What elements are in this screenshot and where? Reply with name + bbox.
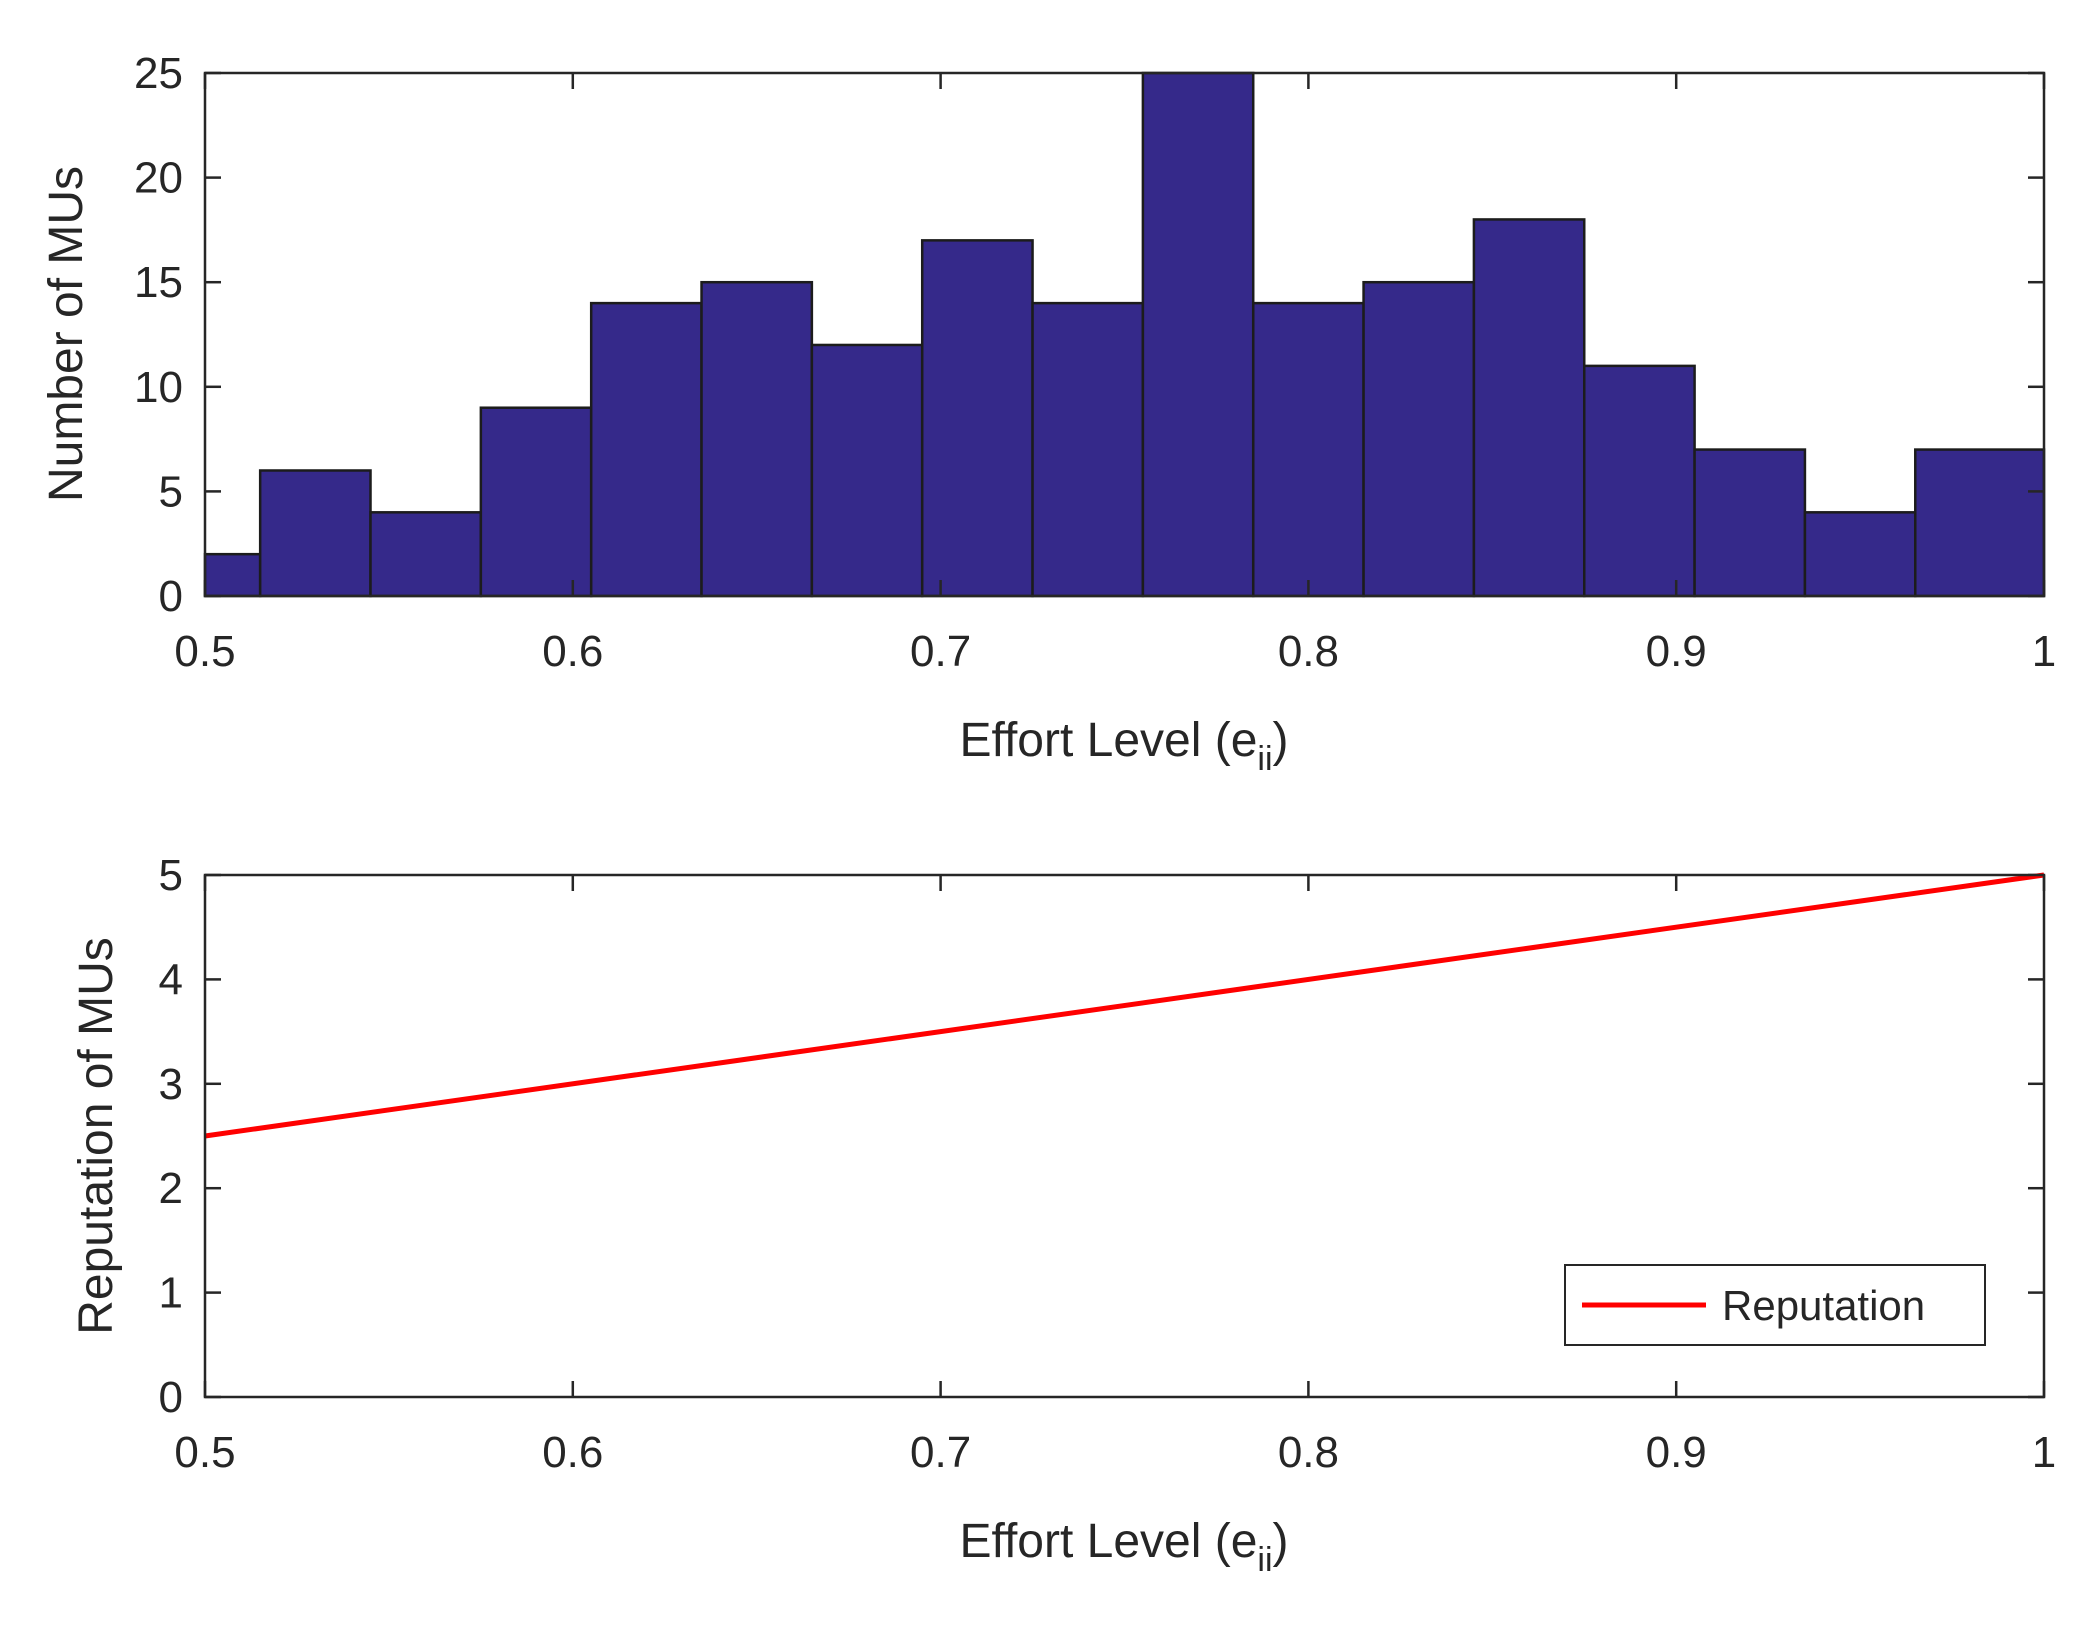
histogram-bar xyxy=(589,301,703,598)
histogram-bar xyxy=(479,406,593,598)
line-xtick-labels: 0.5 0.6 0.7 0.8 0.9 1 xyxy=(174,1428,2056,1477)
histogram-bar xyxy=(1583,364,1696,598)
line-ytick-label: 5 xyxy=(159,851,183,900)
histogram-bar xyxy=(1914,448,2046,598)
reputation-line xyxy=(204,872,2045,1139)
line-xtick-label: 0.6 xyxy=(542,1428,603,1477)
line-xtick-label: 0.5 xyxy=(174,1428,235,1477)
line-ytick-label: 1 xyxy=(159,1269,183,1318)
histogram-xtick-label: 1 xyxy=(2032,627,2056,676)
line-xtick-label: 0.8 xyxy=(1278,1428,1339,1477)
line-xtick-label: 1 xyxy=(2032,1428,2056,1477)
histogram-bar xyxy=(1031,301,1145,598)
histogram-xtick-label: 0.7 xyxy=(910,627,971,676)
histogram-bar xyxy=(1251,301,1365,598)
histogram-bar xyxy=(700,280,814,598)
line-xtick-label: 0.7 xyxy=(910,1428,971,1477)
histogram-bar xyxy=(1141,71,1255,598)
line-ytick-label: 4 xyxy=(159,955,183,1004)
line-ytick-labels: 0 1 2 3 4 5 xyxy=(159,851,183,1422)
histogram-xtick-label: 0.8 xyxy=(1278,627,1339,676)
legend: Reputation xyxy=(1564,1264,1986,1346)
histogram-plot: 0.5 0.6 0.7 0.8 0.9 1 0 5 10 15 20 25 Effort Level… xyxy=(40,49,2056,778)
legend-reputation-label: Reputation xyxy=(1722,1282,1925,1329)
histogram-bar xyxy=(1693,448,1807,598)
histogram-axes-box xyxy=(203,71,2046,598)
reputation-line-plot: 0.5 0.6 0.7 0.8 0.9 1 0 1 2 3 4 5 Reputation Effor… xyxy=(70,851,2056,1579)
line-series xyxy=(204,872,2045,1139)
line-ytick-label: 2 xyxy=(159,1164,183,1213)
histogram-bar xyxy=(203,552,262,598)
histogram-bar xyxy=(1472,218,1586,598)
histogram-bar xyxy=(810,343,924,598)
histogram-xtick-label: 0.5 xyxy=(174,627,235,676)
histogram-bar xyxy=(258,469,372,598)
line-ytick-label: 3 xyxy=(159,1060,183,1109)
histogram-ytick-label: 0 xyxy=(159,572,183,621)
histogram-xtick-labels: 0.5 0.6 0.7 0.8 0.9 1 xyxy=(174,627,2056,676)
histogram-bar xyxy=(1362,280,1476,598)
histogram-xtick-label: 0.9 xyxy=(1646,627,1707,676)
histogram-ylabel: Number of MUs xyxy=(40,166,93,502)
line-xtick-label: 0.9 xyxy=(1646,1428,1707,1477)
line-ytick-label: 0 xyxy=(159,1373,183,1422)
line-axes-box xyxy=(203,873,2046,1399)
histogram-bars xyxy=(203,71,2046,598)
histogram-ytick-label: 5 xyxy=(159,467,183,516)
histogram-bar xyxy=(1803,511,1917,598)
histogram-xlabel: Effort Level (eii) xyxy=(959,714,1288,778)
histogram-ytick-label: 15 xyxy=(134,258,183,307)
histogram-ytick-label: 25 xyxy=(134,49,183,98)
histogram-ytick-labels: 0 5 10 15 20 25 xyxy=(134,49,183,621)
histogram-bar xyxy=(920,239,1034,598)
histogram-xtick-label: 0.6 xyxy=(542,627,603,676)
line-ylabel: Reputation of MUs xyxy=(70,937,123,1335)
histogram-ytick-label: 10 xyxy=(134,363,183,412)
histogram-ticks xyxy=(203,71,2046,598)
histogram-ytick-label: 20 xyxy=(134,154,183,203)
histogram-bar xyxy=(369,511,483,598)
line-xlabel: Effort Level (eii) xyxy=(959,1515,1288,1579)
